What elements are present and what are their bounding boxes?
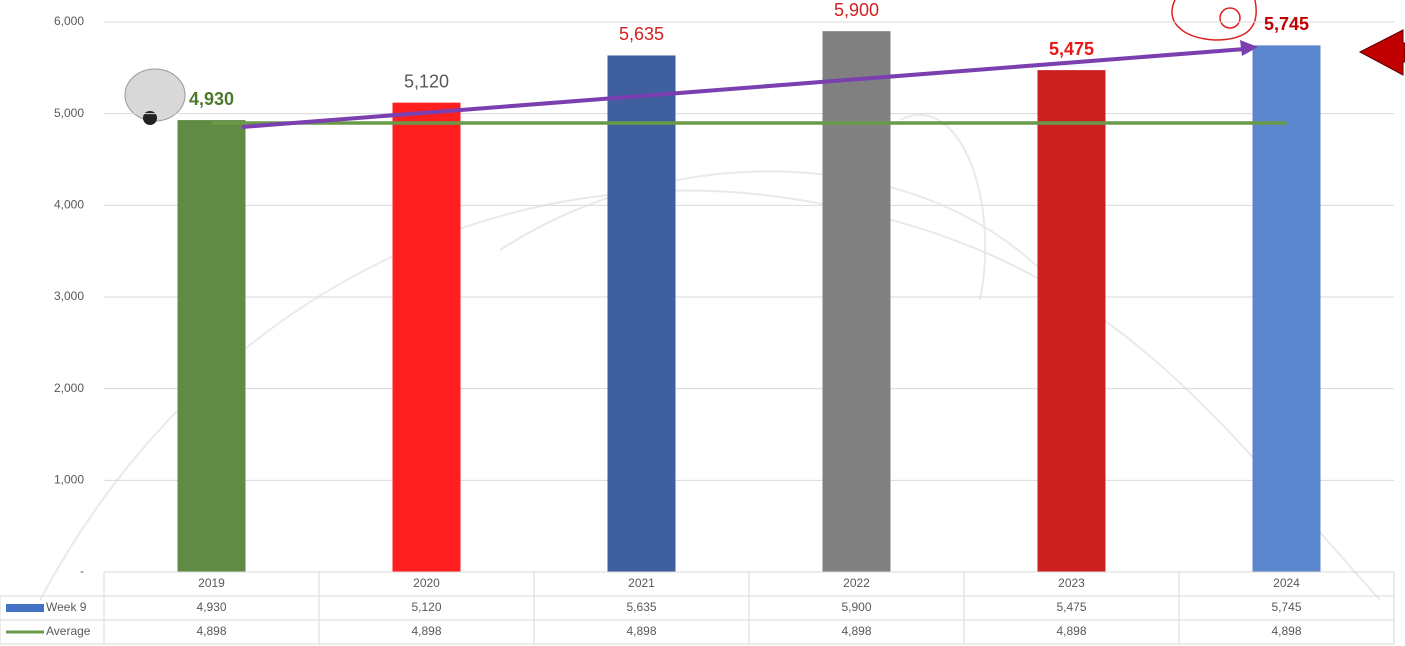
y-tick-label: 6,000 (54, 14, 84, 28)
x-tick-label: 2023 (1058, 576, 1085, 590)
x-tick-label: 2020 (413, 576, 440, 590)
doodle (1171, 0, 1257, 41)
y-tick-label: 3,000 (54, 289, 84, 303)
wolf-icon (124, 68, 186, 125)
bar (822, 31, 891, 572)
table-cell: 5,120 (411, 600, 441, 614)
legend-key (6, 604, 44, 612)
x-tick-label: 2019 (198, 576, 225, 590)
data-label: 5,635 (619, 24, 664, 44)
y-tick-label: 2,000 (54, 381, 84, 395)
bar (607, 55, 676, 573)
x-tick-label: 2024 (1273, 576, 1300, 590)
data-label: 5,120 (404, 71, 449, 91)
data-label: 5,475 (1049, 39, 1094, 59)
trend-arrowhead (1240, 40, 1258, 56)
table-cell: 4,898 (626, 624, 656, 638)
table-cell: 5,475 (1056, 600, 1086, 614)
x-tick-label: 2022 (843, 576, 870, 590)
table-cell: 5,900 (841, 600, 871, 614)
bar (1252, 45, 1321, 572)
legend-label: Week 9 (46, 600, 87, 614)
table-cell: 4,898 (1271, 624, 1301, 638)
data-label: 5,900 (834, 0, 879, 20)
y-tick-label: 4,000 (54, 198, 84, 212)
table-cell: 5,745 (1271, 600, 1301, 614)
trend-arrow (241, 47, 1246, 129)
table-cell: 4,898 (1056, 624, 1086, 638)
pointer-arrow (1358, 29, 1405, 76)
table-cell: 5,635 (626, 600, 656, 614)
bar (392, 102, 461, 573)
data-label: 4,930 (189, 89, 234, 109)
y-tick-label: - (80, 564, 84, 578)
bar (1037, 70, 1106, 572)
x-tick-label: 2021 (628, 576, 655, 590)
legend-label: Average (46, 624, 91, 638)
table-cell: 4,930 (196, 600, 226, 614)
table-cell: 4,898 (411, 624, 441, 638)
data-label: 5,745 (1264, 14, 1309, 34)
y-tick-label: 5,000 (54, 106, 84, 120)
y-tick-label: 1,000 (54, 473, 84, 487)
table-cell: 4,898 (196, 624, 226, 638)
bar (177, 120, 246, 572)
table-cell: 4,898 (841, 624, 871, 638)
